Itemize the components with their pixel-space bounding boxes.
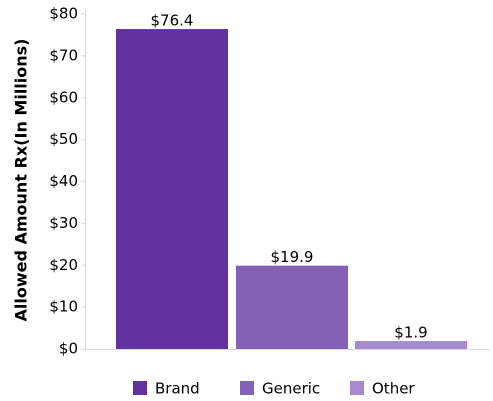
bar — [236, 265, 348, 349]
legend-label: Brand — [155, 380, 200, 398]
y-tick-label: $40 — [49, 172, 78, 190]
y-tick-label: $80 — [49, 5, 78, 23]
data-label: $19.9 — [271, 248, 314, 266]
y-tick-label: $50 — [49, 130, 78, 148]
legend-swatch — [133, 381, 147, 395]
y-tick-label: $60 — [49, 88, 78, 106]
bar — [116, 29, 228, 349]
data-label: $76.4 — [151, 12, 194, 30]
y-tick-label: $0 — [59, 340, 78, 358]
legend-swatch — [350, 381, 364, 395]
y-tick-label: $20 — [49, 256, 78, 274]
bar — [355, 341, 467, 349]
y-axis-label: Allowed Amount Rx(In Millions) — [12, 39, 31, 322]
y-tick-label: $30 — [49, 214, 78, 232]
y-tick-label: $70 — [49, 46, 78, 64]
legend-swatch — [240, 381, 254, 395]
data-label: $1.9 — [394, 324, 427, 342]
legend-label: Other — [372, 380, 415, 398]
y-tick-label: $10 — [49, 298, 78, 316]
legend-label: Generic — [262, 380, 320, 398]
